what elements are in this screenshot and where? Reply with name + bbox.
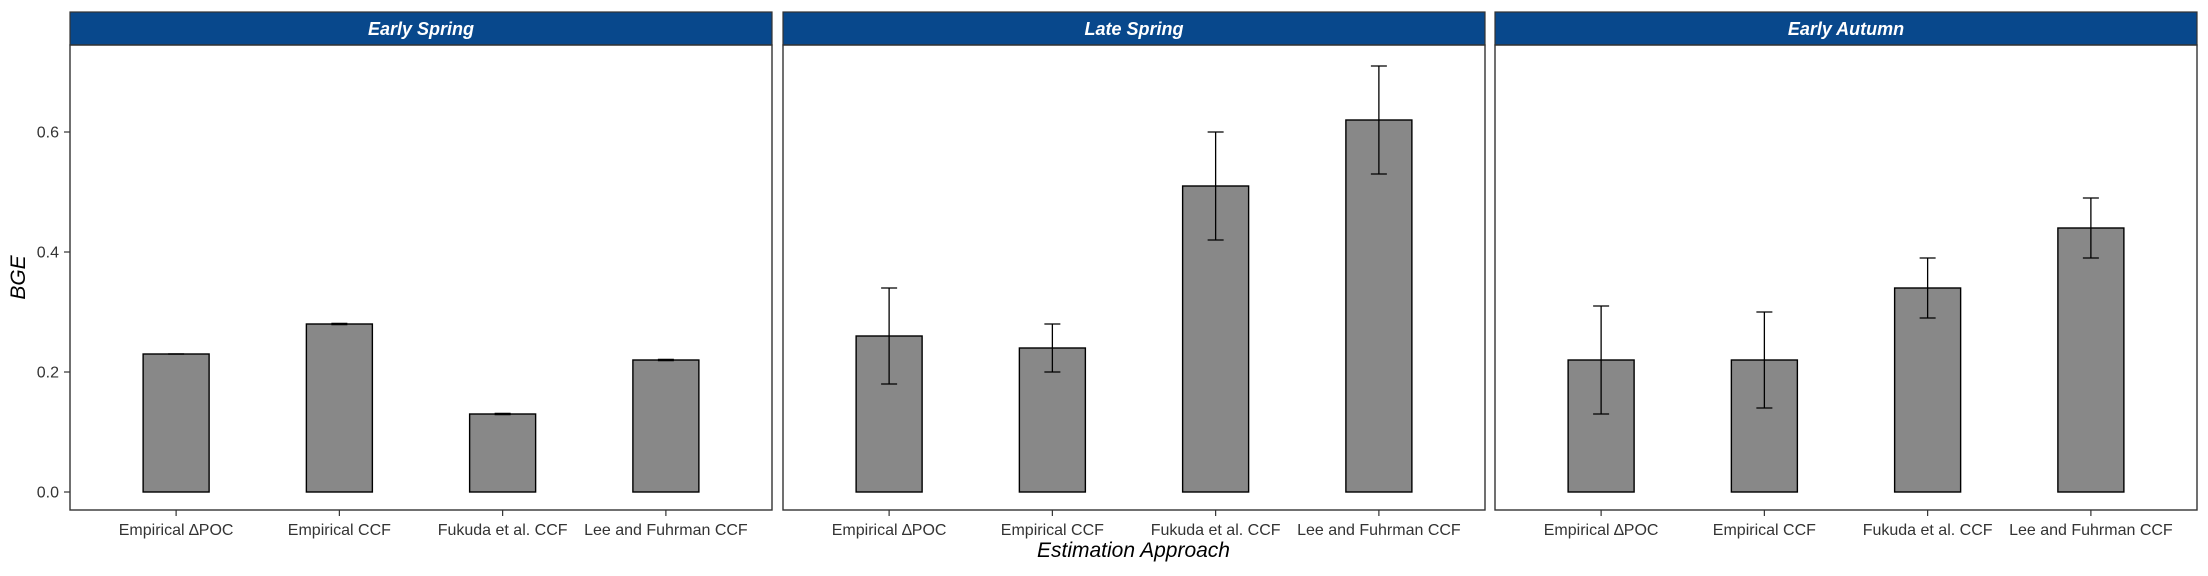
error-bar [494, 412, 511, 416]
panel-border [1494, 44, 2198, 511]
x-tick-label: Fukuda et al. CCF [1151, 522, 1281, 539]
facet-panel: Early Spring Empirical ∆POC Empirical CCF F… [69, 11, 773, 539]
facet-panel: Late Spring Empirical ∆POC Empirical CCF Fu… [782, 11, 1486, 539]
bar [468, 413, 537, 493]
bar [1018, 347, 1087, 493]
y-tick-label: 0.2 [37, 365, 59, 382]
x-tick-label: Empirical ∆POC [832, 522, 947, 539]
error-bar [1044, 323, 1061, 373]
x-tick-label: Empirical CCF [1001, 522, 1104, 539]
error-bar [1756, 311, 1773, 409]
panels-layer: Early Spring Empirical ∆POC Empirical CCF F… [37, 11, 2198, 539]
y-tick-label: 0.0 [37, 485, 59, 502]
facet-strip [1494, 11, 2198, 46]
facet-title: Early Spring [368, 19, 474, 39]
x-tick-label: Fukuda et al. CCF [1863, 522, 1993, 539]
bar [632, 359, 700, 493]
x-axis-title: Estimation Approach [1037, 539, 1230, 562]
facet-panel: Early Autumn Empirical ∆POC Empirical CCF F… [1494, 11, 2198, 539]
x-tick-label: Empirical ∆POC [1544, 522, 1659, 539]
facet-title: Early Autumn [1788, 19, 1904, 39]
bar [1893, 287, 1962, 493]
error-bar [331, 322, 348, 326]
facet-title: Late Spring [1084, 19, 1183, 39]
x-tick-label: Empirical ∆POC [119, 522, 234, 539]
x-tick-label: Empirical CCF [1713, 522, 1816, 539]
bar [1345, 119, 1413, 493]
error-bar [2082, 197, 2099, 259]
x-tick-label: Lee and Fuhrman CCF [584, 522, 748, 539]
x-tick-label: Empirical CCF [288, 522, 391, 539]
panel-border [69, 44, 773, 511]
bar [142, 353, 210, 493]
error-bar [1919, 257, 1936, 319]
x-tick-label: Fukuda et al. CCF [438, 522, 568, 539]
y-tick-label: 0.6 [37, 125, 59, 142]
x-tick-label: Lee and Fuhrman CCF [1297, 522, 1461, 539]
y-axis-title: BGE [7, 254, 30, 299]
bar [2057, 227, 2125, 493]
error-bar [1370, 65, 1387, 175]
error-bar [881, 287, 898, 385]
y-tick-label: 0.4 [37, 245, 59, 262]
error-bar [1593, 305, 1610, 415]
bar [1730, 359, 1799, 493]
facet-strip [782, 11, 1486, 46]
facet-strip [69, 11, 773, 46]
error-bar [657, 358, 674, 362]
bar [305, 323, 374, 493]
x-tick-label: Lee and Fuhrman CCF [2009, 522, 2173, 539]
error-bar [1207, 131, 1224, 241]
panel-border [782, 44, 1486, 511]
y-axis: 0.0 0.2 0.4 0.6 [37, 125, 70, 502]
